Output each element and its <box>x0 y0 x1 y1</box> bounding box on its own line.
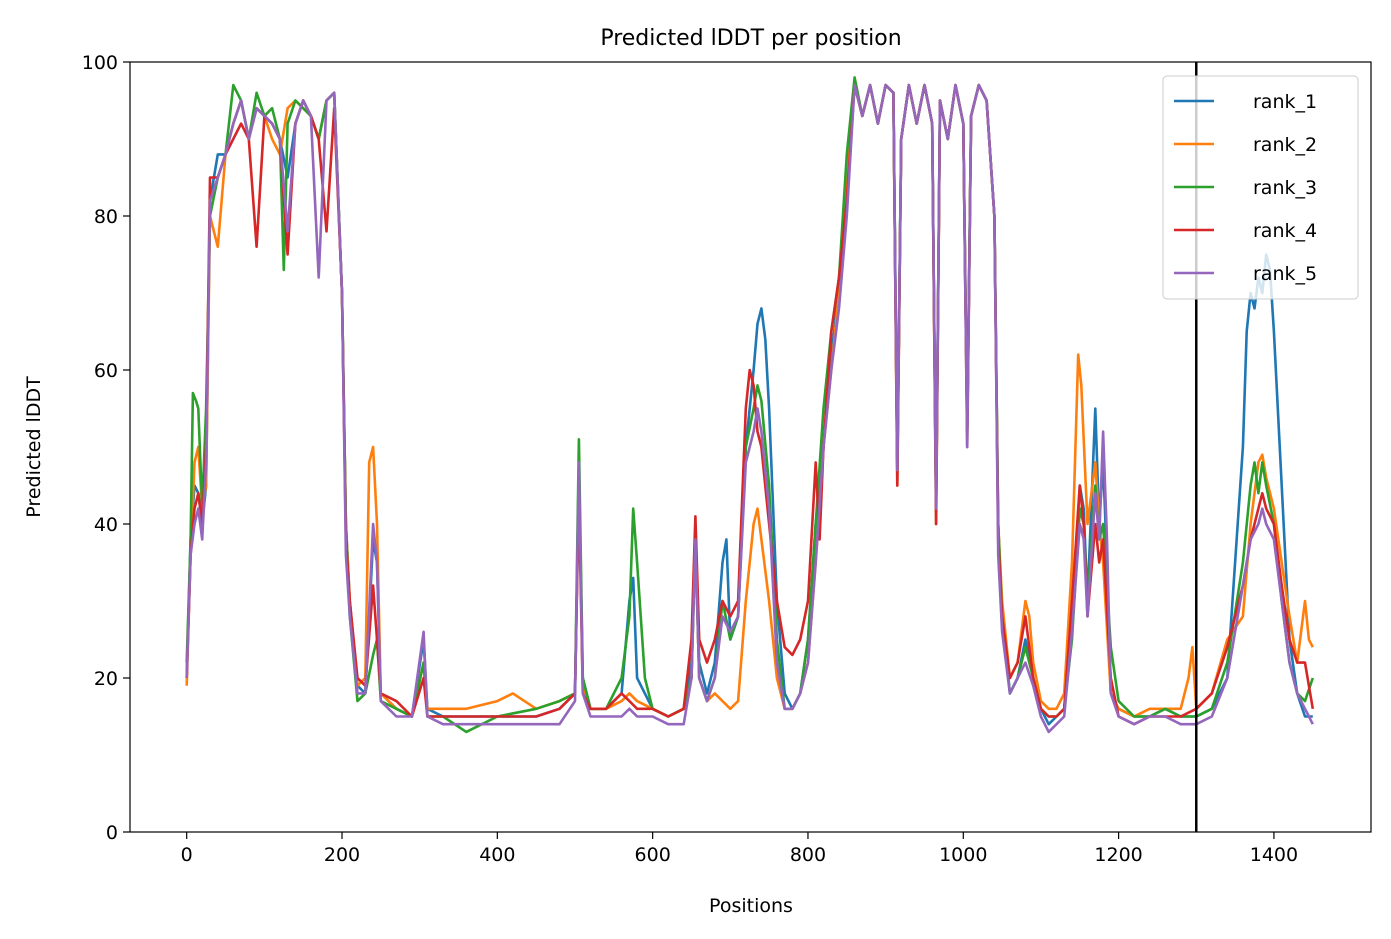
x-axis-ticks: 0 200 400 600 800 1000 1200 1400 <box>181 832 1298 866</box>
x-axis-label: Positions <box>709 895 793 917</box>
x-tick-label: 600 <box>635 844 671 866</box>
x-tick-label: 1000 <box>939 844 987 866</box>
legend-label-rank_5: rank_5 <box>1253 263 1317 285</box>
x-tick-label: 0 <box>181 844 193 866</box>
y-tick-label: 0 <box>106 822 118 844</box>
x-tick-label: 400 <box>479 844 515 866</box>
legend-box <box>1162 75 1359 300</box>
legend-label-rank_3: rank_3 <box>1253 177 1317 199</box>
legend-label-rank_2: rank_2 <box>1253 134 1317 156</box>
series-layer <box>185 76 1315 734</box>
y-axis-ticks: 0 20 40 60 80 100 <box>82 52 130 844</box>
series-line-rank_5 <box>185 83 1314 734</box>
x-tick-label: 200 <box>324 844 360 866</box>
y-tick-label: 20 <box>94 668 118 690</box>
series-line-rank_1 <box>185 83 1313 726</box>
y-tick-label: 60 <box>94 360 118 382</box>
x-tick-label: 1200 <box>1094 844 1142 866</box>
legend-label-rank_1: rank_1 <box>1253 91 1317 113</box>
x-tick-label: 800 <box>790 844 826 866</box>
y-tick-label: 100 <box>82 52 118 74</box>
legend-entries: rank_1 rank_2 rank_3 rank_4 rank_5 <box>1174 91 1317 285</box>
chart-title: Predicted lDDT per position <box>600 26 901 51</box>
legend-label-rank_4: rank_4 <box>1253 220 1317 242</box>
y-tick-label: 40 <box>94 514 118 536</box>
plot-frame <box>129 61 1372 833</box>
x-tick-label: 1400 <box>1250 844 1298 866</box>
y-axis-label: Predicted lDDT <box>23 376 45 518</box>
y-tick-label: 80 <box>94 206 118 228</box>
legend: rank_1 rank_2 rank_3 rank_4 rank_5 <box>1162 75 1359 300</box>
